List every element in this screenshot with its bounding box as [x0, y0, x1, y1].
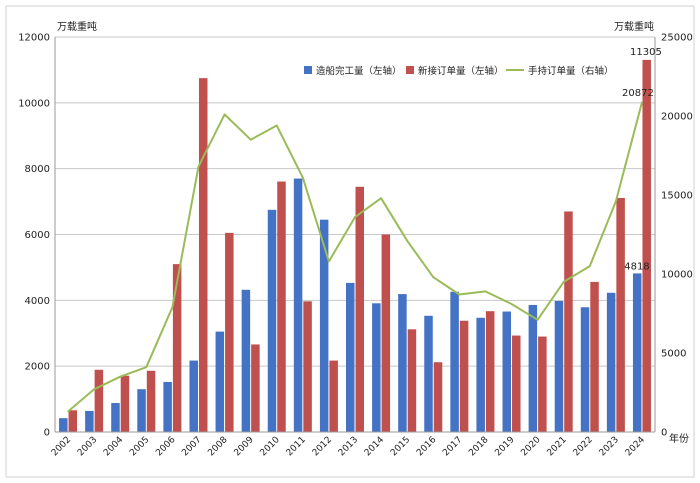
line-point: [328, 260, 330, 263]
bar-completed: [346, 282, 355, 432]
y-left-tick-label: 12000: [18, 33, 50, 44]
y-right-tick-label: 5000: [661, 349, 686, 360]
bar-new-orders: [146, 370, 156, 432]
annotations: 11305 20872 4818: [622, 47, 662, 273]
y-right-tick-label: 15000: [661, 191, 693, 202]
legend-label: 新接订单量（左轴）: [418, 65, 504, 77]
line-series: [67, 101, 643, 413]
line-point: [67, 410, 69, 413]
bar-completed: [319, 219, 329, 432]
bar-new-orders: [642, 59, 651, 433]
line-point: [588, 265, 591, 267]
legend-swatch: [406, 66, 414, 74]
line-point: [249, 138, 252, 141]
line-point: [458, 293, 461, 296]
line-point: [223, 113, 226, 116]
line-point: [119, 375, 122, 378]
bar-completed: [59, 418, 68, 432]
bar-completed: [632, 273, 642, 432]
line-point: [432, 276, 435, 278]
data-label: 20872: [622, 88, 654, 99]
bar-new-orders: [251, 344, 260, 432]
bar-completed: [502, 311, 512, 432]
bar-completed: [580, 307, 590, 432]
bar-new-orders: [355, 186, 364, 432]
line-point: [641, 101, 643, 104]
bar-new-orders: [303, 301, 312, 432]
bar-new-orders: [277, 181, 286, 432]
bar-new-orders: [329, 360, 338, 432]
x-axis-label: 年份: [669, 432, 689, 445]
bar-completed: [241, 289, 251, 432]
legend-swatch: [304, 66, 312, 74]
line-point: [536, 319, 539, 321]
bar-new-orders: [433, 362, 443, 432]
line-point: [197, 165, 200, 168]
line-point: [615, 200, 617, 203]
line-point: [380, 197, 382, 199]
y-left-tick-label: 2000: [25, 362, 50, 373]
line-point: [354, 216, 356, 218]
y-left-axis-label: 万载重吨: [57, 20, 97, 33]
data-label: 4818: [624, 261, 649, 272]
bar-new-orders: [512, 335, 521, 432]
bar-completed: [476, 317, 485, 432]
bar-completed: [189, 360, 198, 432]
bar-new-orders: [459, 320, 469, 432]
bar-completed: [163, 381, 172, 432]
bar-completed: [554, 300, 564, 432]
bar-new-orders: [485, 311, 495, 432]
data-label: 11305: [630, 47, 662, 58]
bar-completed: [606, 292, 616, 432]
bar-new-orders: [538, 336, 547, 432]
bar-completed: [398, 294, 407, 432]
bar-new-orders: [381, 234, 391, 432]
bar-new-orders: [225, 232, 234, 432]
bar-new-orders: [120, 375, 130, 432]
line-point: [484, 290, 487, 293]
bar-new-orders: [198, 78, 208, 432]
bar-completed: [267, 209, 277, 432]
bar-completed: [372, 303, 381, 432]
bar-completed: [293, 178, 303, 432]
y-right-tick-label: 10000: [661, 270, 693, 281]
bar-new-orders: [590, 281, 599, 432]
line-point: [93, 388, 95, 391]
y-left-tick-label: 6000: [25, 230, 50, 241]
y-right-tick-label: 25000: [661, 33, 693, 44]
bars: [59, 59, 651, 433]
bar-completed: [215, 331, 225, 432]
bar-completed: [137, 389, 146, 432]
bar-new-orders: [94, 369, 104, 432]
line-point: [510, 303, 513, 305]
legend-label: 造船完工量（左轴）: [316, 65, 402, 77]
bar-new-orders: [407, 329, 417, 432]
y-right-axis-label: 万载重吨: [614, 20, 654, 33]
y-left-tick-label: 10000: [18, 98, 50, 109]
line-point: [171, 306, 174, 308]
bar-completed: [424, 315, 433, 432]
line-point: [275, 124, 278, 127]
bar-new-orders: [564, 211, 573, 432]
y-right-tick-label: 0: [661, 428, 667, 439]
y-left-tick-label: 0: [44, 428, 50, 439]
y-right-tick-label: 20000: [661, 112, 693, 123]
bar-new-orders: [172, 264, 182, 432]
line-point: [145, 366, 148, 369]
line-point: [406, 240, 408, 242]
legend-label: 手持订单量（右轴）: [528, 65, 614, 77]
bar-completed: [528, 304, 538, 432]
y-left-tick-label: 8000: [25, 164, 50, 175]
y-left-tick-label: 4000: [25, 296, 50, 307]
bar-completed: [85, 410, 94, 432]
bar-new-orders: [616, 197, 625, 432]
line-point: [562, 281, 565, 283]
line-point: [302, 176, 304, 179]
bar-new-orders: [68, 410, 78, 432]
bar-completed: [450, 291, 459, 432]
legend: 造船完工量（左轴） 新接订单量（左轴） 手持订单量（右轴）: [304, 65, 614, 77]
bar-completed: [111, 403, 120, 432]
